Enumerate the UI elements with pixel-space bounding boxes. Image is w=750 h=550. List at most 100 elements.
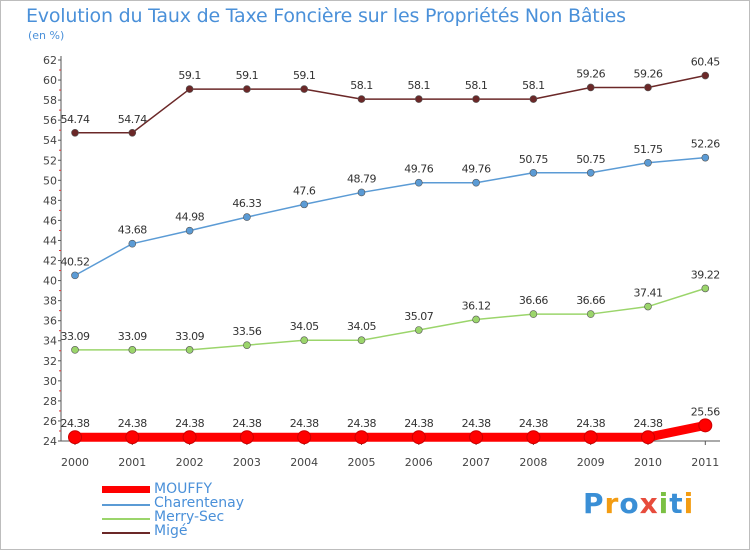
data-label-charentenay: 49.76 bbox=[462, 163, 491, 176]
data-label-mig: 59.26 bbox=[576, 67, 605, 80]
y-tick-label: 62 bbox=[43, 54, 57, 67]
data-label-merry-sec: 33.56 bbox=[232, 325, 261, 338]
data-label-mouffy: 24.38 bbox=[576, 417, 605, 430]
legend-swatch-merry-sec bbox=[102, 518, 150, 520]
data-label-merry-sec: 34.05 bbox=[290, 320, 319, 333]
legend-label-merry-sec: Merry-Sec bbox=[154, 509, 225, 525]
x-tick-label: 2008 bbox=[519, 456, 547, 469]
data-label-merry-sec: 36.66 bbox=[519, 294, 548, 307]
y-tick-label: 38 bbox=[43, 295, 57, 308]
legend-label-mouffy: MOUFFY bbox=[154, 481, 213, 497]
y-tick-label: 36 bbox=[43, 315, 57, 328]
y-tick-label: 54 bbox=[43, 134, 57, 147]
data-label-mig: 54.74 bbox=[118, 113, 147, 126]
y-tick-label: 24 bbox=[43, 435, 57, 448]
data-label-merry-sec: 39.22 bbox=[691, 268, 720, 281]
x-tick-label: 2006 bbox=[405, 456, 433, 469]
data-label-charentenay: 44.98 bbox=[175, 211, 204, 224]
data-label-charentenay: 40.52 bbox=[61, 255, 90, 268]
y-tick-label: 40 bbox=[43, 275, 57, 288]
series-line-charentenay bbox=[74, 156, 707, 277]
x-tick-label: 2001 bbox=[118, 456, 146, 469]
y-tick-label: 60 bbox=[43, 74, 57, 87]
x-tick-label: 2010 bbox=[634, 456, 662, 469]
data-point-merry-sec bbox=[300, 336, 309, 345]
x-tick-label: 2002 bbox=[176, 456, 204, 469]
data-label-merry-sec: 34.05 bbox=[347, 320, 376, 333]
data-point-mouffy bbox=[411, 430, 426, 445]
data-label-merry-sec: 37.41 bbox=[634, 287, 663, 300]
y-tick-label: 48 bbox=[43, 194, 57, 207]
y-tick-label: 30 bbox=[43, 375, 57, 388]
data-label-mig: 58.1 bbox=[522, 79, 545, 92]
series-line-mig bbox=[74, 74, 707, 134]
data-point-charentenay bbox=[586, 168, 595, 177]
data-point-mig bbox=[701, 71, 710, 80]
data-point-mig bbox=[529, 95, 538, 103]
x-tick-label: 2007 bbox=[462, 456, 490, 469]
data-point-mig bbox=[472, 95, 480, 103]
data-label-mouffy: 24.38 bbox=[118, 417, 147, 430]
legend-swatch-mige bbox=[102, 532, 150, 534]
data-point-mig bbox=[357, 95, 366, 103]
y-tick-label: 32 bbox=[43, 355, 57, 368]
data-point-merry-sec bbox=[529, 310, 538, 318]
data-point-merry-sec bbox=[185, 346, 194, 354]
data-point-mouffy bbox=[125, 430, 140, 445]
x-tick-label: 2003 bbox=[233, 456, 261, 469]
logo-letter: x bbox=[639, 487, 659, 520]
data-point-mig bbox=[128, 128, 137, 137]
data-point-merry-sec bbox=[414, 326, 423, 334]
data-point-mig bbox=[644, 83, 652, 92]
data-point-charentenay bbox=[472, 178, 480, 187]
data-point-charentenay bbox=[529, 168, 538, 177]
data-label-mouffy: 24.38 bbox=[175, 417, 204, 430]
data-label-merry-sec: 36.12 bbox=[462, 299, 491, 312]
logo-letter: i bbox=[683, 487, 695, 520]
chart-title: Evolution du Taux de Taxe Foncière sur l… bbox=[26, 5, 626, 27]
data-label-mouffy: 24.38 bbox=[290, 417, 319, 430]
data-point-mouffy bbox=[239, 430, 254, 445]
y-tick-label: 58 bbox=[43, 94, 57, 107]
data-label-charentenay: 43.68 bbox=[118, 224, 147, 237]
logo-letter: t bbox=[669, 487, 684, 520]
y-tick-label: 46 bbox=[43, 214, 57, 227]
data-label-charentenay: 52.26 bbox=[691, 138, 720, 151]
data-point-charentenay bbox=[185, 226, 194, 235]
x-tick-label: 2000 bbox=[61, 456, 89, 469]
data-point-charentenay bbox=[357, 188, 366, 197]
data-label-mig: 54.74 bbox=[61, 113, 90, 126]
data-label-merry-sec: 33.09 bbox=[175, 330, 204, 343]
data-label-mouffy: 24.38 bbox=[462, 417, 491, 430]
y-tick-label: 52 bbox=[43, 154, 57, 167]
data-label-merry-sec: 36.66 bbox=[576, 294, 605, 307]
y-tick-label: 42 bbox=[43, 255, 57, 268]
data-label-mouffy: 24.38 bbox=[232, 417, 261, 430]
data-point-mig bbox=[243, 85, 251, 93]
data-label-charentenay: 51.75 bbox=[634, 143, 663, 156]
data-point-mouffy bbox=[583, 430, 598, 445]
y-tick-label: 44 bbox=[43, 234, 57, 247]
data-label-charentenay: 50.75 bbox=[519, 153, 548, 166]
data-label-merry-sec: 33.09 bbox=[61, 330, 90, 343]
data-label-mouffy: 24.38 bbox=[634, 417, 663, 430]
proxiti-logo: Proxiti bbox=[583, 487, 694, 520]
logo-letter: r bbox=[604, 487, 620, 520]
data-label-mig: 59.1 bbox=[236, 69, 259, 82]
data-label-charentenay: 48.79 bbox=[347, 172, 376, 185]
data-label-charentenay: 50.75 bbox=[576, 153, 605, 166]
data-point-mouffy bbox=[469, 430, 484, 445]
data-label-merry-sec: 35.07 bbox=[404, 310, 433, 323]
data-label-mouffy: 24.38 bbox=[519, 417, 548, 430]
y-tick-label: 56 bbox=[43, 114, 57, 127]
data-point-charentenay bbox=[701, 153, 710, 162]
series-line-mouffy bbox=[70, 420, 710, 442]
logo-letter: o bbox=[619, 487, 640, 520]
data-point-mig bbox=[300, 85, 309, 93]
data-label-mig: 59.26 bbox=[634, 67, 663, 80]
data-label-merry-sec: 33.09 bbox=[118, 330, 147, 343]
data-point-merry-sec bbox=[701, 284, 710, 293]
data-label-charentenay: 47.6 bbox=[293, 184, 316, 197]
data-point-mig bbox=[414, 95, 423, 103]
